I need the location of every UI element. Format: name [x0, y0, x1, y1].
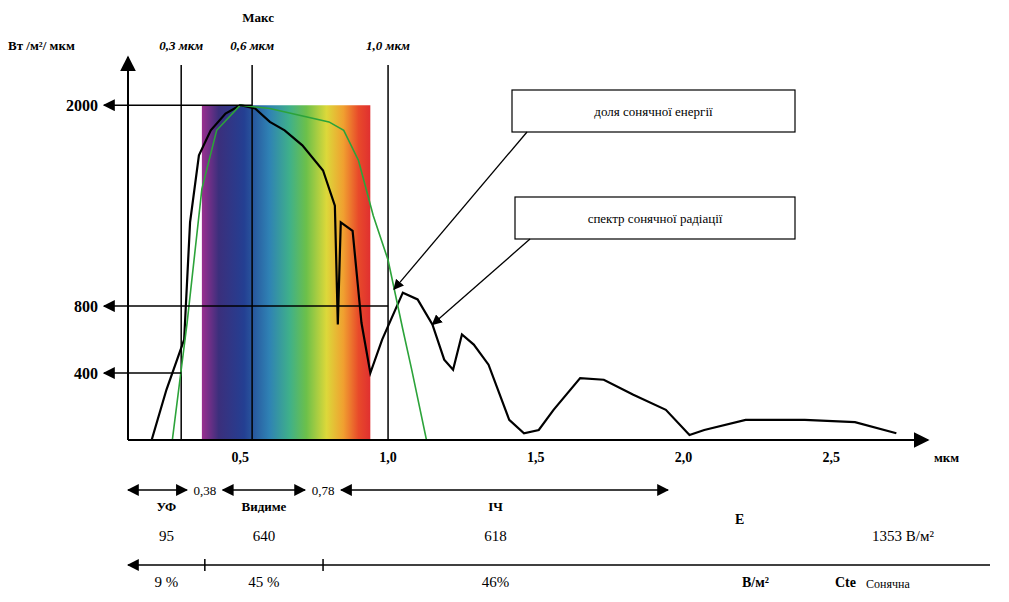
svg-text:Вт /м²/ мкм: Вт /м²/ мкм	[8, 38, 75, 53]
svg-text:1,0 мкм: 1,0 мкм	[366, 38, 410, 53]
svg-text:1353 В/м²: 1353 В/м²	[872, 528, 934, 544]
svg-text:0,5: 0,5	[232, 450, 250, 465]
svg-text:1,0: 1,0	[379, 450, 397, 465]
svg-text:E: E	[735, 512, 744, 527]
svg-text:800: 800	[74, 298, 98, 315]
svg-text:45 %: 45 %	[248, 574, 279, 590]
svg-text:2,5: 2,5	[823, 450, 841, 465]
svg-text:0,78: 0,78	[312, 483, 335, 498]
svg-text:2000: 2000	[66, 97, 98, 114]
svg-text:0,3 мкм: 0,3 мкм	[159, 38, 203, 53]
svg-text:1,5: 1,5	[527, 450, 545, 465]
svg-text:9 %: 9 %	[155, 574, 179, 590]
svg-text:0,38: 0,38	[193, 483, 216, 498]
svg-text:46%: 46%	[482, 574, 510, 590]
svg-text:618: 618	[484, 528, 507, 544]
svg-text:мкм: мкм	[934, 450, 959, 465]
svg-text:Макс: Макс	[242, 10, 274, 25]
svg-text:УФ: УФ	[157, 499, 177, 514]
svg-text:доля сонячної енергії: доля сонячної енергії	[594, 104, 713, 119]
svg-text:95: 95	[159, 528, 174, 544]
svg-text:640: 640	[253, 528, 276, 544]
svg-text:2,0: 2,0	[675, 450, 693, 465]
svg-text:В/м²: В/м²	[742, 575, 769, 590]
svg-text:Видиме: Видиме	[242, 499, 287, 514]
svg-text:ІЧ: ІЧ	[488, 499, 503, 514]
svg-text:Cte: Cte	[835, 575, 856, 590]
svg-text:0,6 мкм: 0,6 мкм	[230, 38, 274, 53]
svg-text:спектр сонячної радіації: спектр сонячної радіації	[588, 211, 723, 226]
svg-text:Сонячна: Сонячна	[866, 577, 910, 591]
svg-text:400: 400	[74, 365, 98, 382]
